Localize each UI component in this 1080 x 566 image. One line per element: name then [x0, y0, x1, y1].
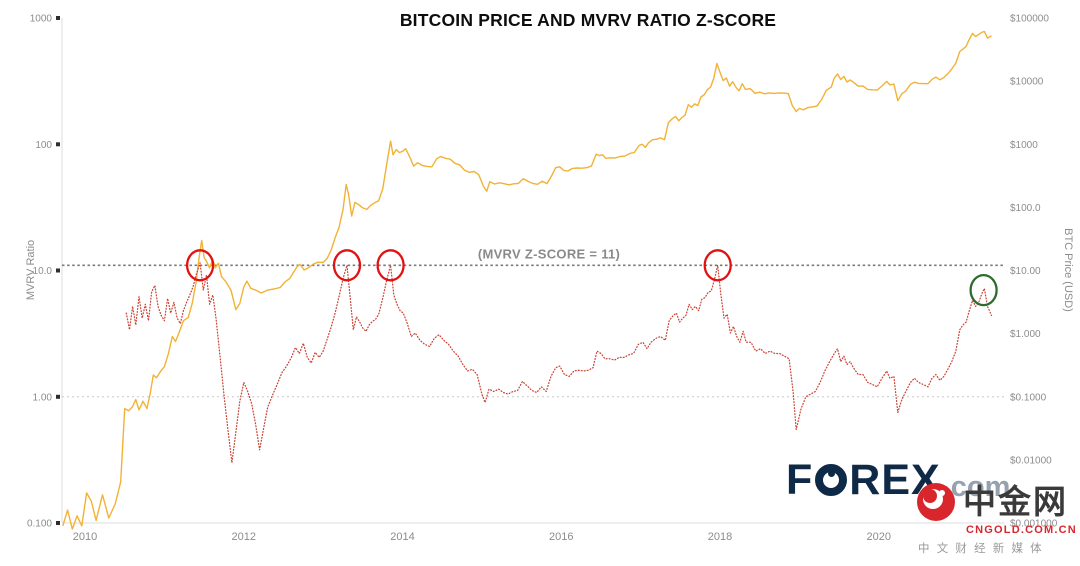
left-axis-tick-marker — [56, 521, 60, 525]
mvrv-ratio-line — [125, 262, 993, 464]
left-axis-tick-label: 10.0 — [33, 266, 53, 277]
mvrv-current-circle-2021 — [969, 273, 998, 307]
mvrv-peak-circle-2013a — [332, 249, 362, 282]
right-axis-tick-label: $100.0 — [1010, 203, 1041, 214]
x-axis-tick-label: 2014 — [390, 531, 414, 543]
mvrv-peak-circle-2013b — [376, 249, 405, 282]
cngold-domain: CNGOLD.COM.CN — [966, 524, 1077, 536]
cngold-tagline: 中 文 财 经 新 媒 体 — [918, 543, 1044, 555]
highlight-circles — [185, 249, 998, 307]
right-axis-tick-label: $1000 — [1010, 140, 1038, 151]
x-axis-tick-label: 2016 — [549, 531, 573, 543]
cngold-swirl-icon — [917, 483, 955, 521]
right-axis-tick-label: $0.001000 — [1010, 519, 1058, 530]
left-axis-tick-label: 1000 — [30, 14, 53, 25]
left-axis-tick-marker — [56, 142, 60, 147]
left-axis-tick-label: 1.00 — [33, 392, 53, 403]
forex-logo-text-f: F — [786, 456, 814, 504]
left-axis-tick-marker — [56, 16, 60, 20]
right-axis-tick-label: $0.1000 — [1010, 392, 1047, 403]
cngold-logo-row: 中金网 — [916, 482, 1080, 522]
x-axis-tick-label: 2012 — [232, 531, 256, 543]
left-axis-tick-label: 100 — [35, 140, 52, 151]
right-axis-ticks: $100000 $10000 $1000 $100.0 $10.00 $1.000 $0.1… — [1010, 14, 1058, 530]
cngold-name: 中金网 — [963, 483, 1068, 520]
right-axis-tick-label: $100000 — [1010, 14, 1049, 25]
left-axis-tick-label: 0.100 — [27, 519, 52, 530]
right-axis-tick-label: $1.000 — [1010, 329, 1041, 340]
left-axis-ticks: 1000 100 10.0 1.00 0.100 — [27, 14, 60, 530]
right-axis-tick-label: $10.00 — [1010, 266, 1041, 277]
chart-title: BITCOIN PRICE AND MVRV RATIO Z-SCORE — [399, 10, 777, 30]
x-axis-tick-label: 2010 — [73, 531, 97, 543]
btc-price-line — [62, 30, 992, 530]
mvrv-peak-circle-2011 — [185, 249, 215, 282]
x-axis-tick-label: 2018 — [708, 531, 732, 543]
left-axis-tick-marker — [56, 394, 60, 399]
x-axis-tick-label: 2020 — [867, 531, 891, 543]
forex-logo-o-icon — [815, 464, 848, 496]
cngold-logo: 中金网 CNGOLD.COM.CN 中 文 财 经 新 媒 体 — [916, 482, 1080, 556]
threshold-annotation: (MVRV Z-SCORE = 11) — [478, 246, 620, 261]
right-axis-tick-label: $10000 — [1010, 77, 1044, 88]
mvrv-peak-circle-2017 — [703, 249, 732, 282]
left-axis-tick-marker — [56, 268, 60, 273]
x-axis-ticks: 2010 2012 2014 2016 2018 2020 — [73, 531, 891, 543]
right-axis-tick-label: $0.01000 — [1010, 455, 1052, 466]
